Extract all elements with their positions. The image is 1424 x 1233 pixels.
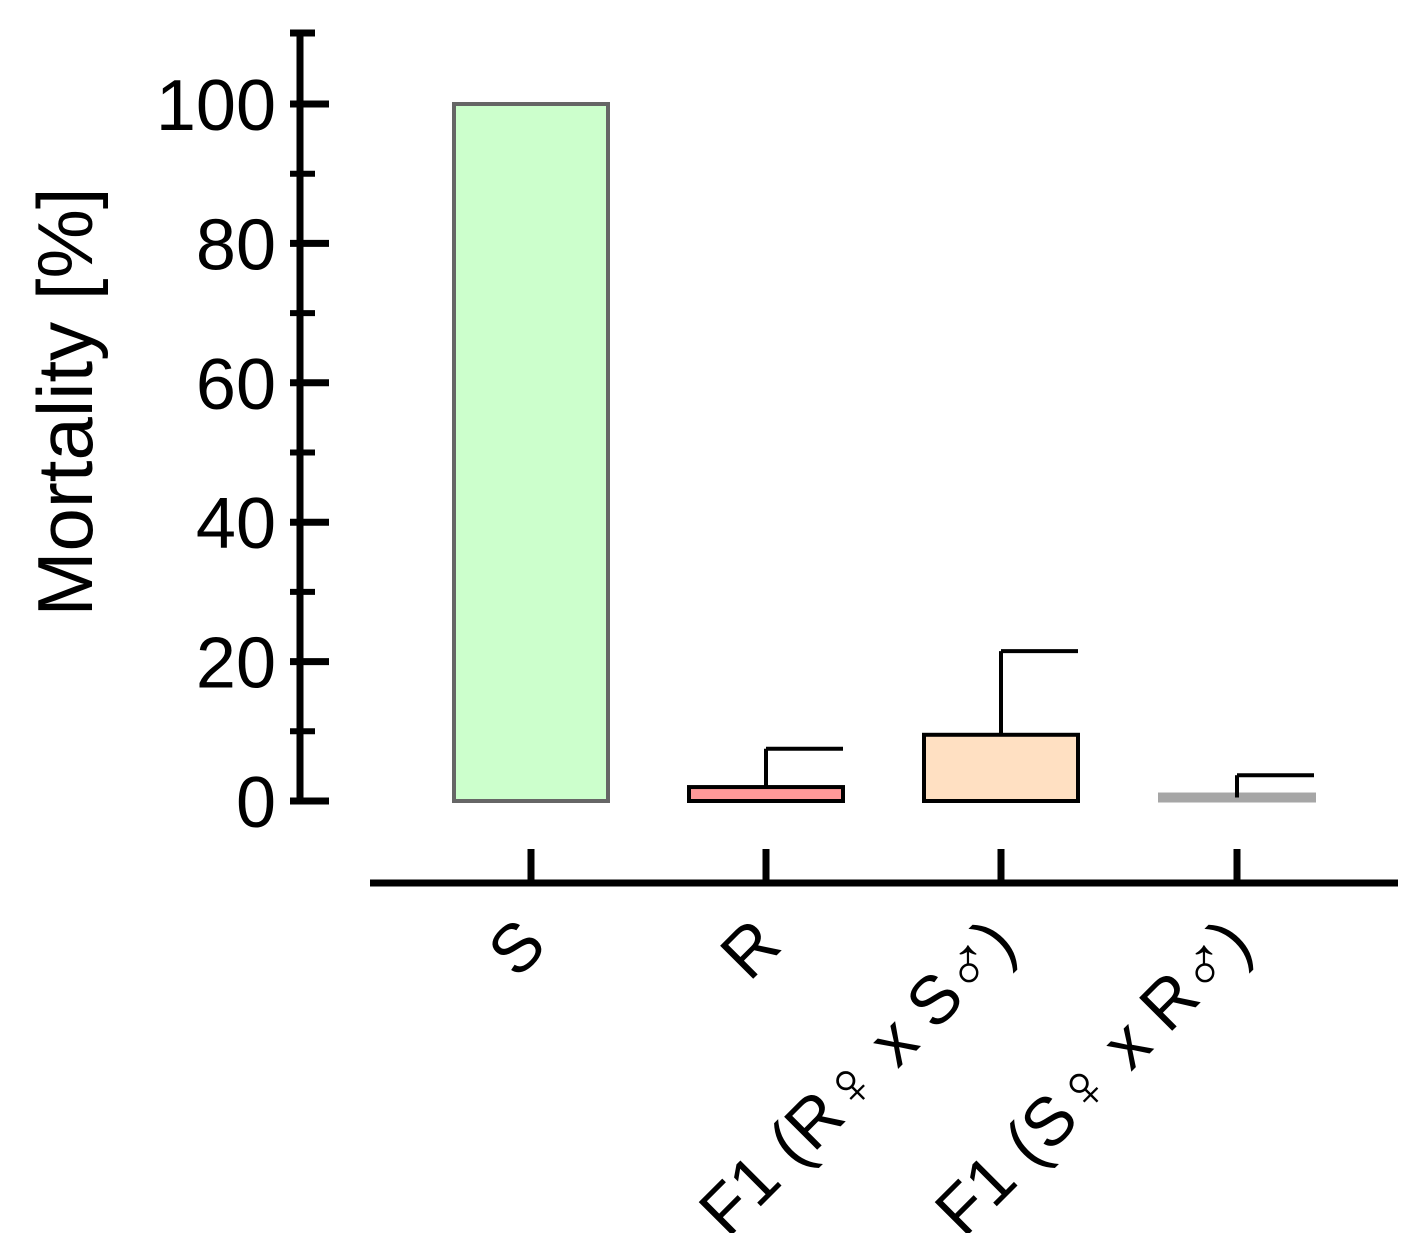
y-tick-label: 0 — [236, 763, 276, 843]
x-category-label: S — [474, 905, 560, 991]
y-tick-label: 100 — [156, 66, 276, 146]
y-tick-label: 80 — [196, 205, 276, 285]
y-tick-label: 60 — [196, 345, 276, 425]
x-axis-ticks — [527, 849, 1241, 883]
y-tick-label: 20 — [196, 624, 276, 704]
bar-2 — [687, 785, 845, 803]
y-axis-ticks — [290, 29, 329, 805]
x-axis-category-labels: S RF1 (R♀ x S♂)F1 (S♀ x R♂) — [474, 905, 1266, 1233]
bar-3 — [922, 732, 1080, 803]
error-bars — [764, 649, 1314, 798]
y-axis-tick-labels: 0 20 40 60 80 100 — [156, 66, 276, 843]
bars — [452, 102, 1316, 803]
y-tick-label: 40 — [196, 484, 276, 564]
y-axis-title: Mortality [%] — [21, 187, 109, 616]
x-category-label: R — [706, 905, 794, 993]
bar-1 — [452, 102, 610, 803]
